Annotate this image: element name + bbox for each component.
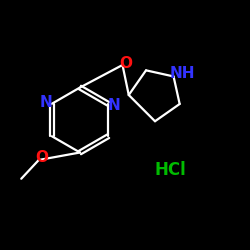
Text: N: N [40,95,53,110]
Text: HCl: HCl [154,161,186,179]
Text: O: O [119,56,132,71]
Text: NH: NH [170,66,195,82]
Text: O: O [35,150,48,165]
Text: N: N [107,98,120,112]
